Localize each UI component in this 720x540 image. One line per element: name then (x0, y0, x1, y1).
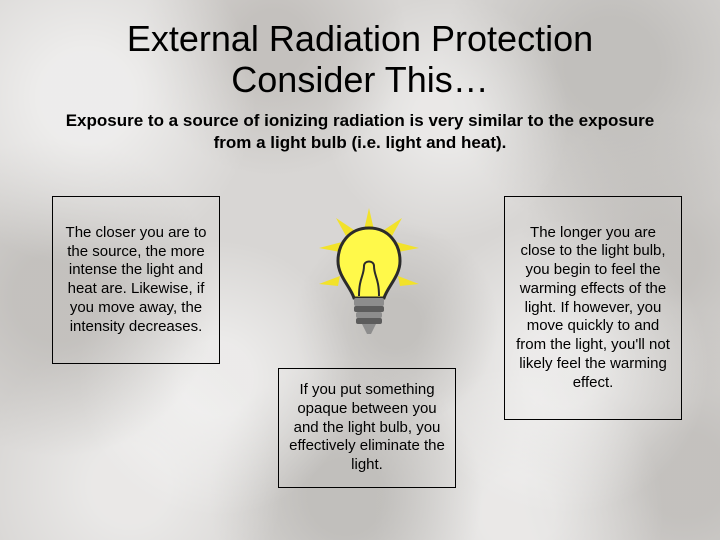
lightbulb-icon (314, 206, 424, 346)
distance-box-text: The closer you are to the source, the mo… (59, 224, 213, 337)
intro-text: Exposure to a source of ionizing radiati… (60, 110, 660, 154)
shielding-box: If you put something opaque between you … (278, 368, 456, 488)
title-line-2: Consider This… (231, 59, 488, 100)
bulb-tip (362, 324, 376, 334)
bulb-collar (354, 298, 384, 306)
shielding-box-text: If you put something opaque between you … (285, 381, 449, 475)
time-box: The longer you are close to the light bu… (504, 196, 682, 420)
time-box-text: The longer you are close to the light bu… (511, 224, 675, 393)
slide-title: External Radiation Protection Consider T… (0, 18, 720, 101)
title-line-1: External Radiation Protection (127, 18, 593, 59)
slide: External Radiation Protection Consider T… (0, 0, 720, 540)
bulb-glass (338, 228, 400, 298)
distance-box: The closer you are to the source, the mo… (52, 196, 220, 364)
